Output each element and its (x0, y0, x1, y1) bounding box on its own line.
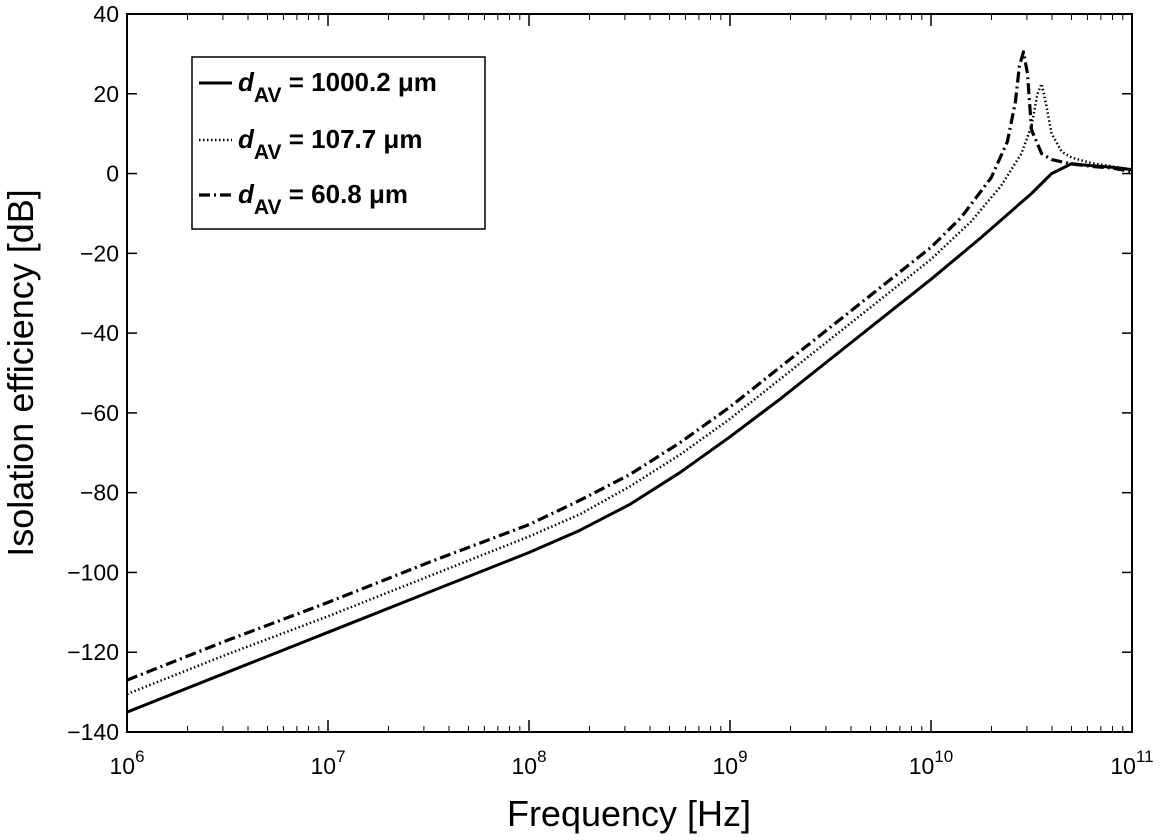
y-tick-label: −140 (67, 719, 119, 745)
x-tick-exponent: 9 (738, 747, 747, 766)
y-tick-label: −40 (80, 320, 119, 346)
x-tick-exponent: 11 (1136, 747, 1154, 766)
legend-variable: d (238, 124, 255, 154)
legend-box (191, 56, 486, 230)
y-tick-label: −60 (80, 400, 119, 426)
x-tick-label: 1010 (909, 747, 954, 779)
legend-subscript: AV (254, 196, 282, 219)
x-tick-exponent: 8 (537, 747, 546, 766)
x-axis-title: Frequency [Hz] (507, 793, 751, 834)
x-tick-exponent: 6 (135, 747, 144, 766)
y-tick-label: 0 (106, 161, 119, 187)
legend-value: = 1000.2 μm (282, 67, 437, 97)
x-tick-exponent: 10 (934, 747, 953, 766)
x-tick-label: 109 (712, 747, 747, 779)
legend-variable: d (238, 179, 255, 209)
legend-subscript: AV (254, 84, 282, 107)
legend-label-3: dAV = 60.8 μm (238, 179, 408, 219)
legend-value: = 60.8 μm (282, 179, 408, 209)
y-axis-title: Isolation efficiency [dB] (0, 189, 41, 557)
legend-value: = 107.7 μm (282, 124, 423, 154)
legend-variable: d (238, 67, 255, 97)
x-tick-base: 10 (1110, 753, 1136, 779)
series-line-2 (126, 82, 1133, 696)
x-tick-exponent: 7 (336, 747, 345, 766)
y-tick-label: 40 (93, 1, 119, 27)
series-line-1 (126, 162, 1133, 714)
legend-subscript: AV (254, 141, 282, 164)
y-tick-label: −80 (80, 480, 119, 506)
x-tick-base: 10 (310, 753, 336, 779)
x-tick-label: 108 (511, 747, 546, 779)
series-lines (126, 50, 1133, 714)
x-tick-base: 10 (909, 753, 935, 779)
x-tick-label: 107 (310, 747, 345, 779)
legend-label-2: dAV = 107.7 μm (238, 124, 422, 164)
y-tick-label: −100 (67, 559, 119, 585)
legend-label-1: dAV = 1000.2 μm (238, 67, 437, 107)
x-tick-base: 10 (511, 753, 537, 779)
y-tick-label: −20 (80, 240, 119, 266)
x-tick-label: 106 (109, 747, 144, 779)
y-tick-label: 20 (93, 81, 119, 107)
x-tick-base: 10 (712, 753, 738, 779)
x-tick-base: 10 (109, 753, 135, 779)
series-line-3 (126, 50, 1133, 682)
x-tick-label: 1011 (1110, 747, 1153, 779)
y-tick-label: −120 (67, 639, 119, 665)
